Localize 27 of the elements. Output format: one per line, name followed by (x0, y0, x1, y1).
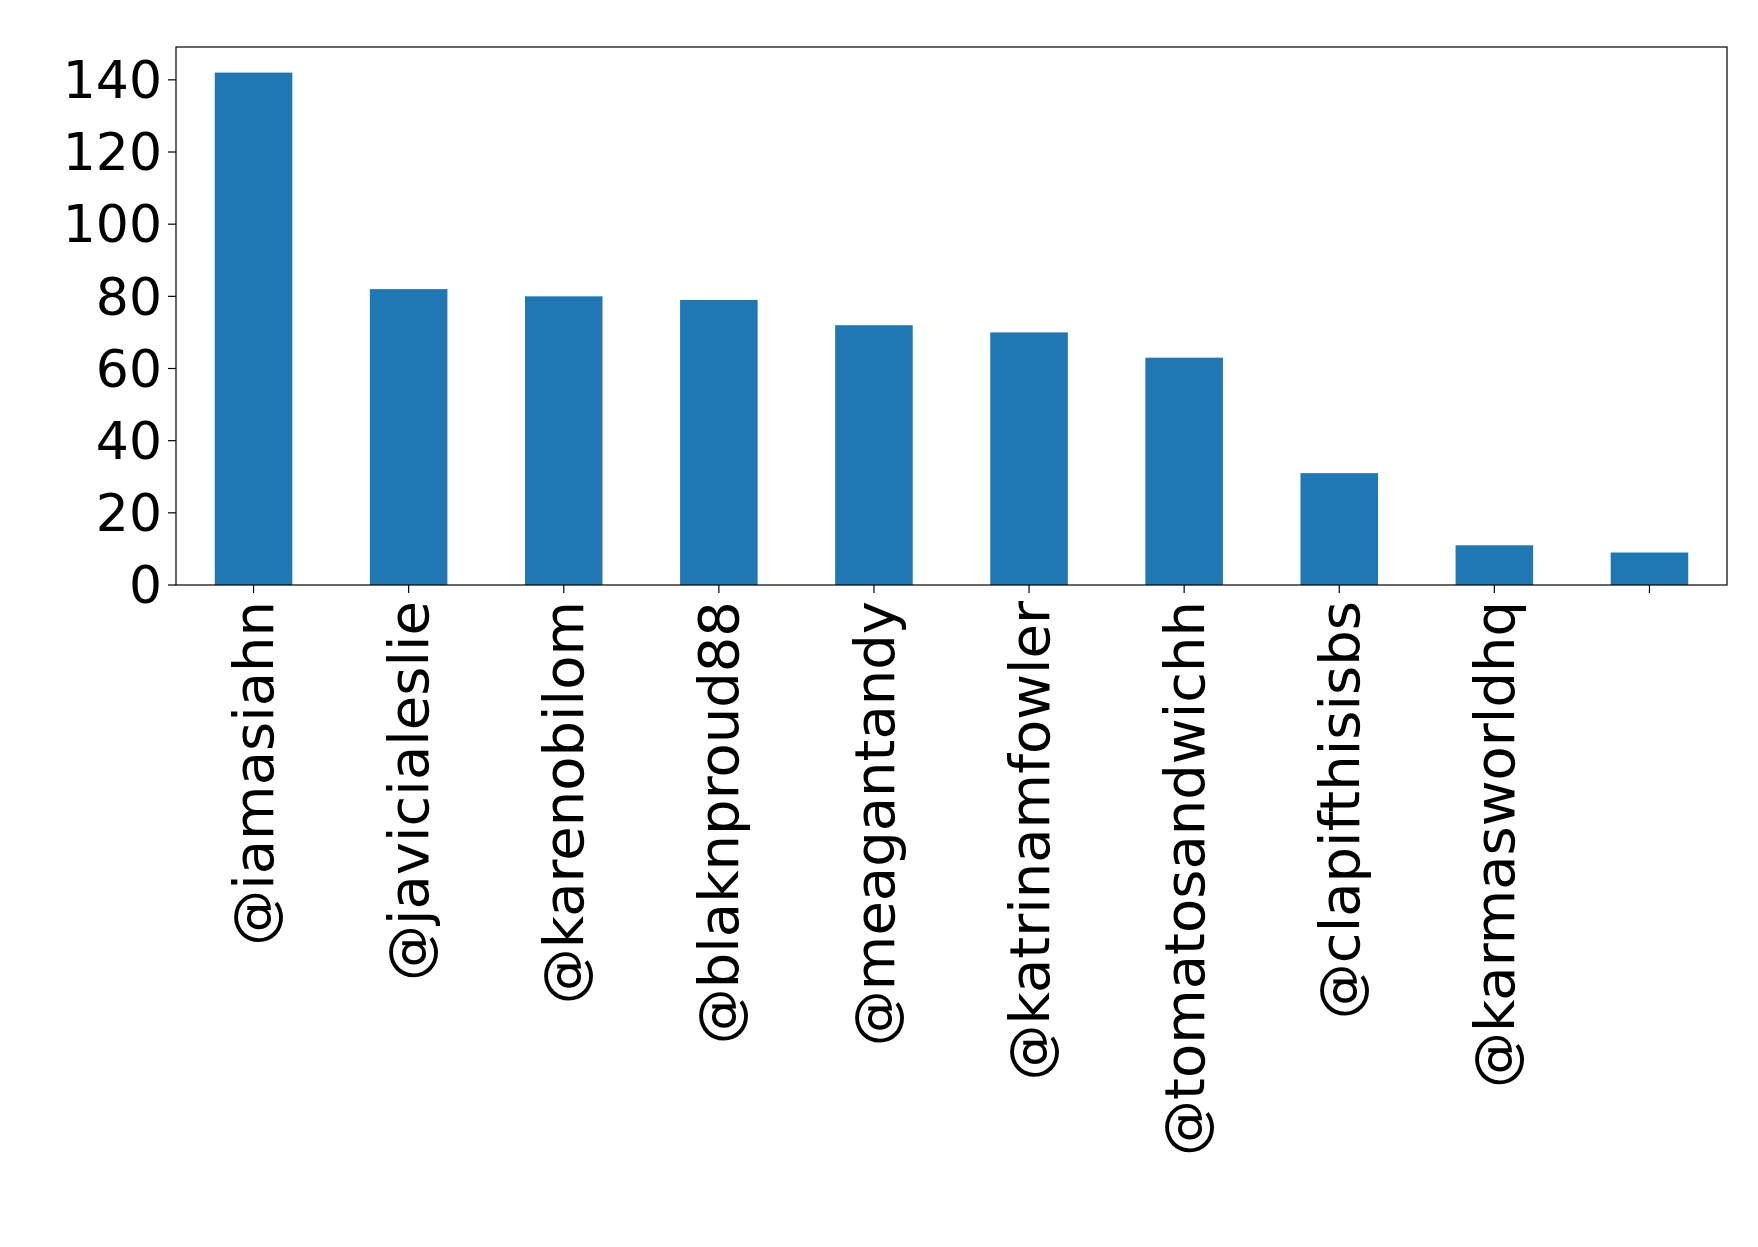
y-tick-label: 140 (62, 50, 162, 111)
bar (1455, 545, 1534, 585)
bar (1300, 473, 1379, 585)
x-tick-label: @tomatosandwichh (1151, 601, 1217, 1156)
x-tick-label: @javicialeslie (376, 601, 442, 981)
x-tick-label: @meagantandy (841, 601, 907, 1047)
bar (990, 332, 1068, 585)
bar (1610, 552, 1689, 585)
x-tick-label: @karmasworldhq (1461, 601, 1527, 1089)
x-tick-label: @clapifthisisbs (1306, 601, 1372, 1020)
x-tick-label: @karenobilom (531, 601, 597, 1005)
y-tick-label: 60 (95, 338, 162, 399)
bar (835, 325, 913, 585)
x-tick-label: @blaknproud88 (686, 601, 752, 1045)
x-tick-label: @iamasiahn (221, 601, 287, 946)
bar (680, 299, 758, 585)
bar (524, 296, 603, 585)
y-tick-label: 120 (62, 122, 162, 183)
bar (1145, 357, 1223, 585)
y-tick-label: 100 (62, 194, 162, 255)
bar (214, 72, 293, 585)
y-tick-label: 20 (95, 483, 162, 544)
x-tick-label: @katrinamfowler (996, 600, 1062, 1081)
bar (369, 289, 448, 585)
y-tick-label: 40 (95, 410, 162, 471)
y-tick-label: 80 (95, 266, 162, 327)
y-tick-label: 0 (128, 555, 162, 616)
